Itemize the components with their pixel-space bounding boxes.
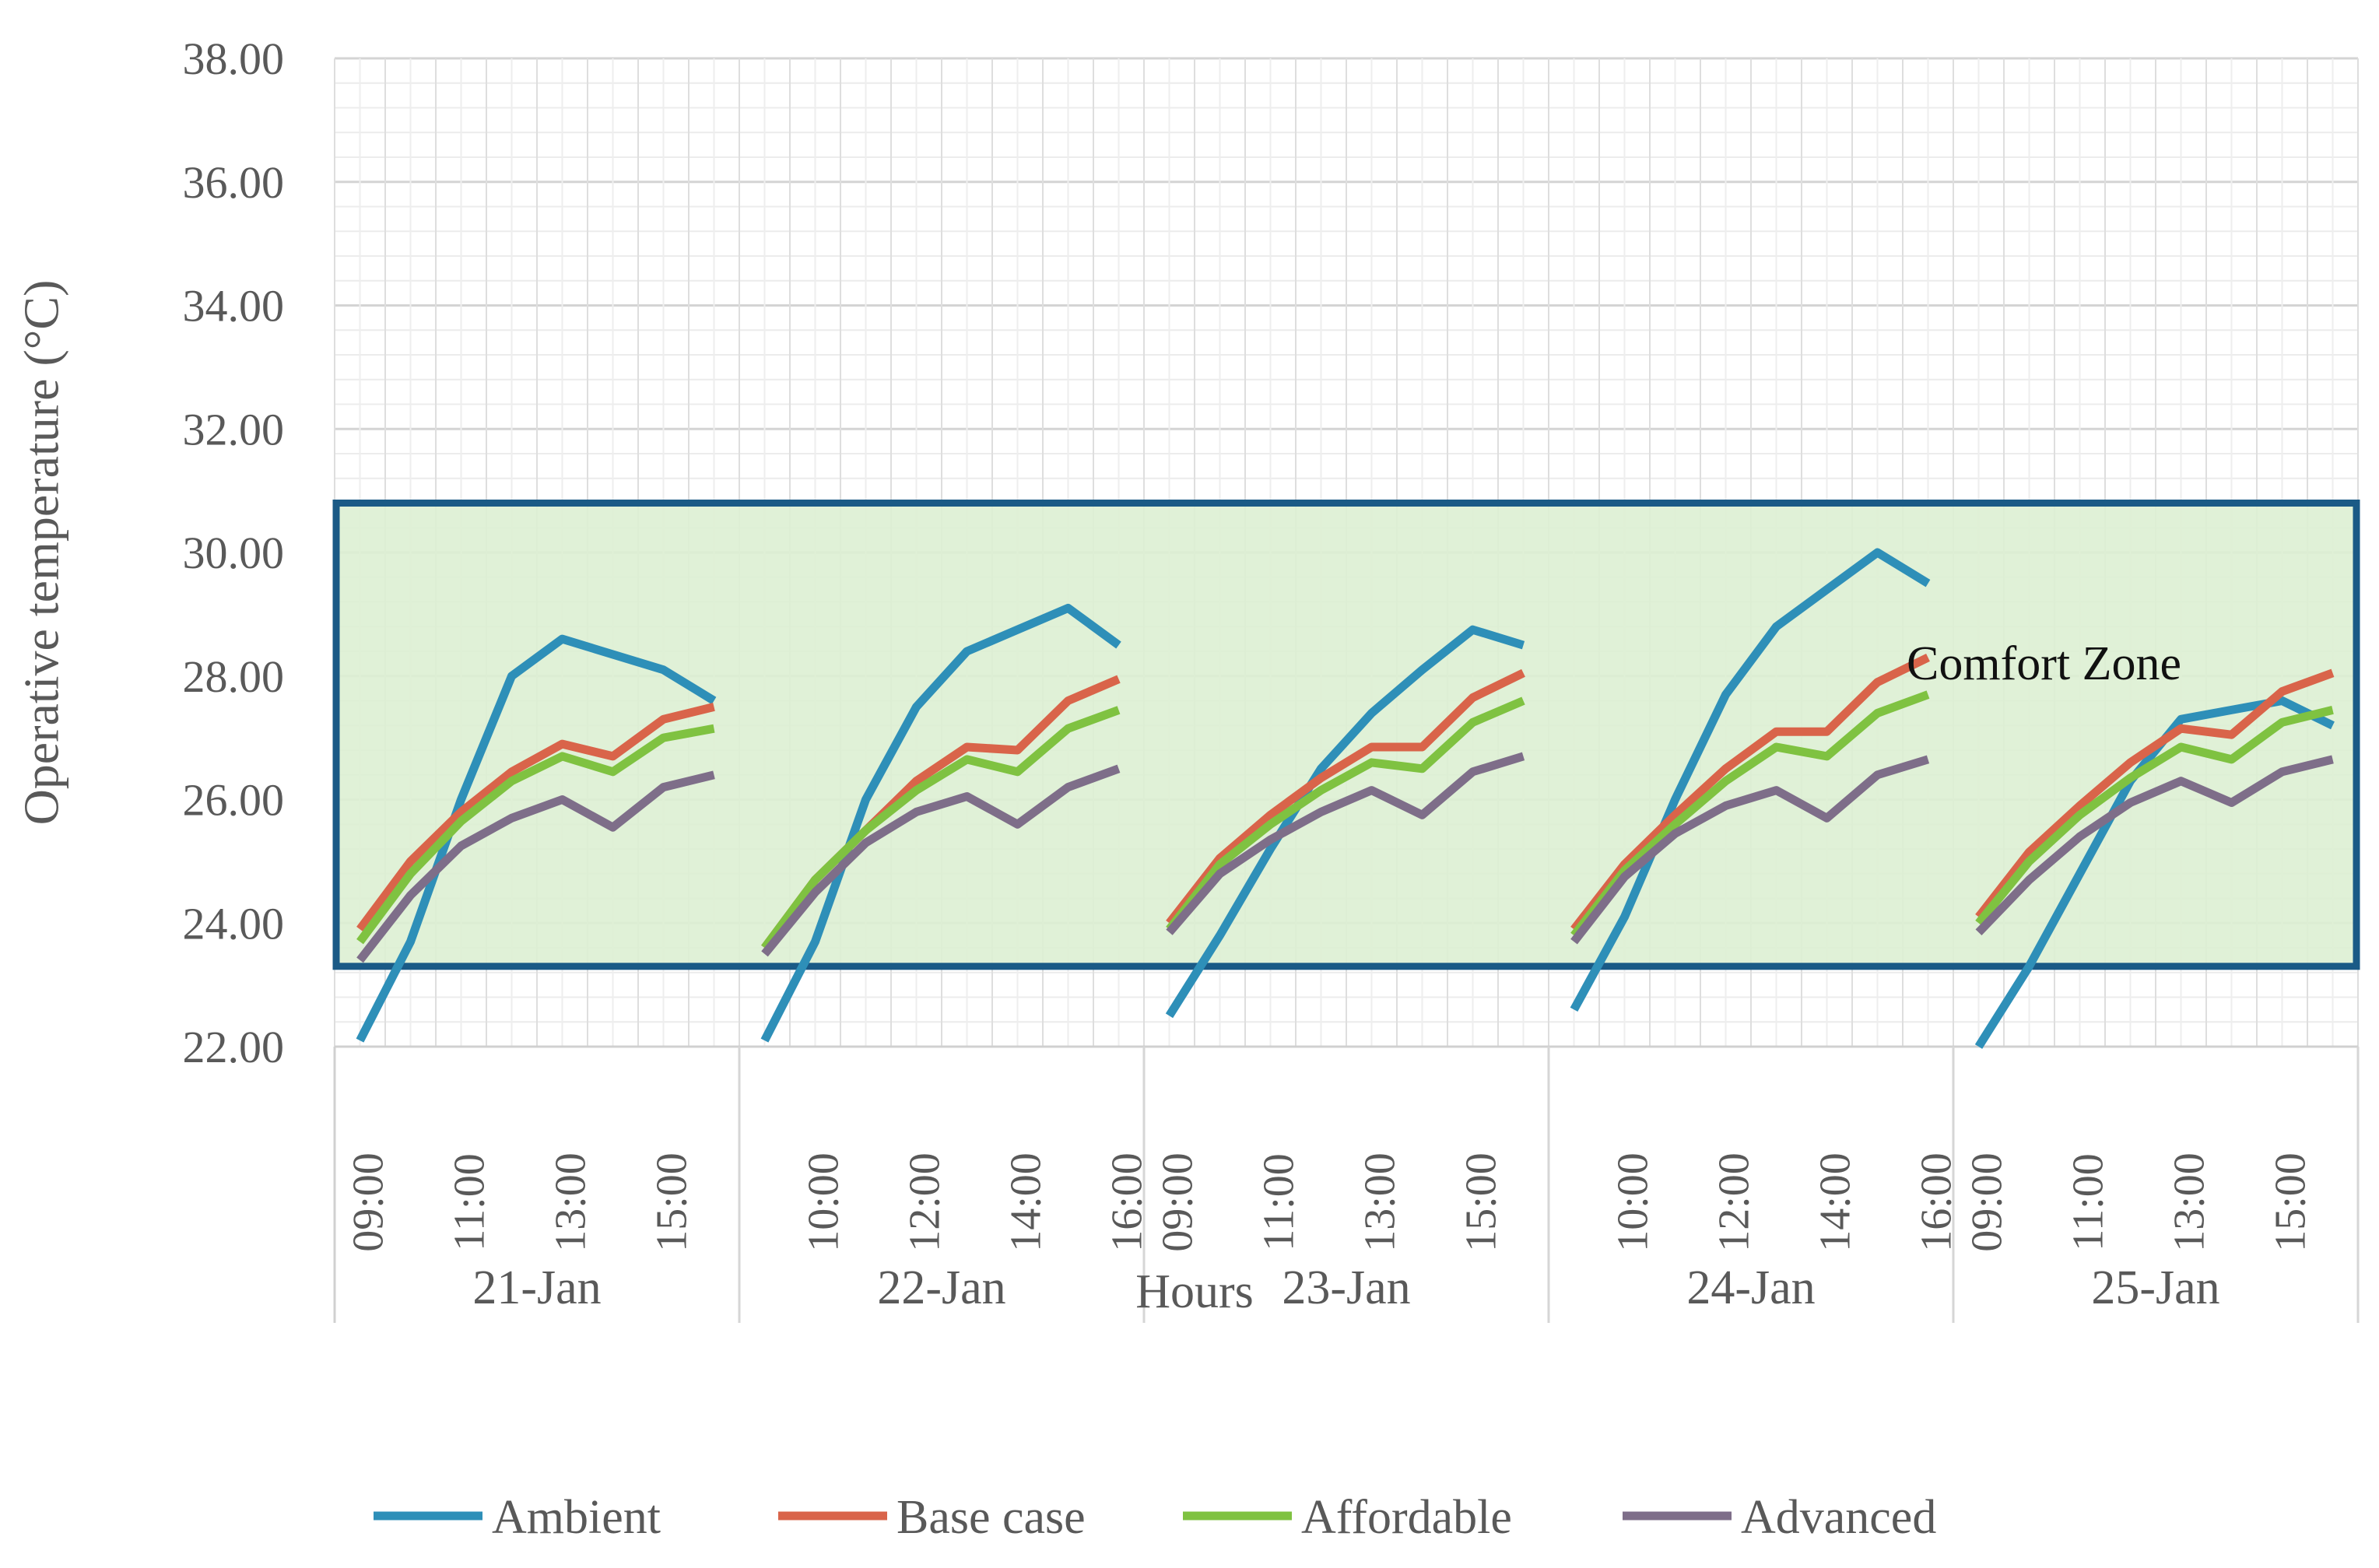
axes: 22.00 24.00 26.00 28.00 30.00 32.00 34.00 36.00… <box>183 33 2360 1323</box>
series-line-affordable-22-jan <box>761 706 1121 951</box>
x-tick-label: 09:00 <box>344 1152 392 1252</box>
x-group-label: 22-Jan <box>877 1261 1005 1314</box>
x-tick-label: 15:00 <box>2266 1152 2314 1252</box>
y-tick-label: 26.00 <box>183 775 285 826</box>
x-tick-label: 15:00 <box>647 1152 696 1252</box>
series-lines <box>356 548 2335 1049</box>
x-tick-label: 13:00 <box>1356 1152 1404 1252</box>
y-tick-label: 32.00 <box>183 404 285 454</box>
y-axis-title: Operative temperature (°C) <box>14 280 69 826</box>
y-tick-label: 22.00 <box>183 1022 285 1072</box>
series-line-advanced-25-jan <box>1975 755 2334 936</box>
x-group-label: 24-Jan <box>1686 1261 1815 1314</box>
series-line-ambient-21-jan <box>356 634 717 1043</box>
series-line-advanced-22-jan <box>761 764 1121 957</box>
series-line-ambient-22-jan <box>760 603 1121 1043</box>
x-tick-label: 10:00 <box>799 1152 847 1252</box>
y-tick-label: 38.00 <box>183 33 285 84</box>
x-tick-label: 09:00 <box>1153 1152 1202 1252</box>
series-line-base-case-24-jan <box>1570 653 1930 932</box>
series-line-base-case-25-jan <box>1975 668 2335 920</box>
x-group-label: 23-Jan <box>1282 1261 1410 1314</box>
y-tick-label: 36.00 <box>183 157 285 208</box>
y-tick-label: 24.00 <box>183 898 285 949</box>
legend-label: Affordable <box>1301 1491 1512 1544</box>
x-group-label: 25-Jan <box>2091 1261 2219 1314</box>
series-line-advanced-24-jan <box>1570 755 1930 945</box>
series-line-ambient-23-jan <box>1165 625 1525 1019</box>
series-line-affordable-23-jan <box>1166 696 1525 932</box>
series-line-base-case-21-jan <box>356 703 715 932</box>
x-tick-label: 12:00 <box>1710 1152 1758 1252</box>
x-tick-label: 16:00 <box>1912 1152 1960 1252</box>
series-line-advanced-21-jan <box>356 770 715 963</box>
series-line-base-case-23-jan <box>1166 668 1525 926</box>
x-tick-label: 14:00 <box>1002 1152 1050 1252</box>
x-group-label: 21-Jan <box>472 1261 601 1314</box>
x-tick-label: 12:00 <box>900 1152 949 1252</box>
x-tick-label: 10:00 <box>1609 1152 1657 1252</box>
series-line-affordable-21-jan <box>356 724 715 945</box>
x-tick-label: 13:00 <box>2165 1152 2213 1252</box>
x-tick-label: 11:00 <box>445 1153 493 1251</box>
series-line-affordable-25-jan <box>1975 706 2334 926</box>
y-tick-label: 30.00 <box>183 528 285 578</box>
y-tick-label: 28.00 <box>183 651 285 702</box>
x-tick-label: 13:00 <box>546 1152 595 1252</box>
legend-label: Advanced <box>1741 1491 1936 1544</box>
x-tick-label: 09:00 <box>1963 1152 2011 1252</box>
x-axis-title: Hours <box>1135 1265 1254 1318</box>
legend-label: Base case <box>897 1491 1086 1544</box>
legend: Ambient Base case Affordable Advanced <box>374 1491 1936 1544</box>
x-tick-label: 14:00 <box>1811 1152 1859 1252</box>
x-tick-label: 15:00 <box>1457 1152 1505 1252</box>
series-line-affordable-24-jan <box>1570 690 1930 938</box>
y-tick-label: 34.00 <box>183 281 285 331</box>
x-tick-label: 11:00 <box>1254 1153 1303 1251</box>
legend-label: Ambient <box>492 1491 661 1544</box>
comfort-zone-label: Comfort Zone <box>1907 637 2181 690</box>
x-tick-label: 11:00 <box>2064 1153 2112 1251</box>
series-line-advanced-23-jan <box>1166 752 1525 935</box>
x-tick-label: 16:00 <box>1103 1152 1151 1252</box>
series-line-ambient-24-jan <box>1570 548 1931 1012</box>
